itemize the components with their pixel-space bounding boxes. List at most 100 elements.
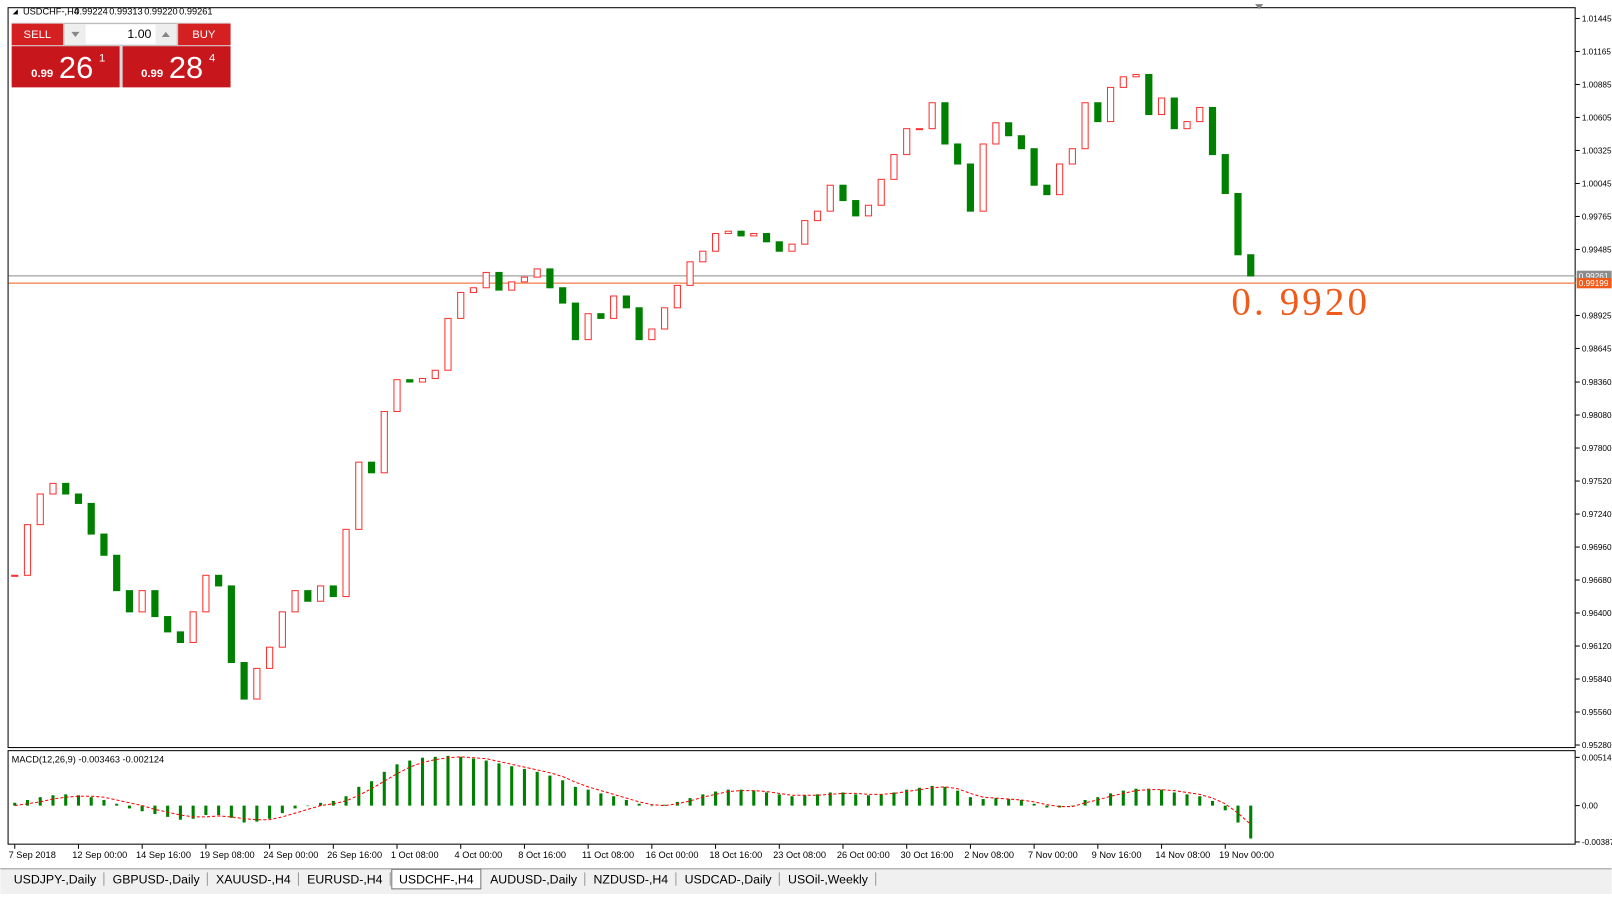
candle [546, 268, 554, 289]
candle [100, 533, 108, 556]
candle [151, 590, 159, 618]
annotation: 0. 9920 [1231, 280, 1370, 323]
macd-bar [994, 798, 998, 806]
x-tick-label: 4 Oct 00:00 [455, 850, 503, 860]
candle [1068, 148, 1076, 165]
macd-bar [1121, 790, 1125, 806]
tab[interactable] [105, 870, 207, 888]
macd-bar [1045, 805, 1049, 808]
candle [329, 585, 337, 598]
candle [113, 554, 121, 592]
candle [291, 590, 299, 613]
candle [304, 590, 312, 602]
x-tick-label: 7 Nov 00:00 [1028, 850, 1078, 860]
macd-bar [64, 794, 68, 806]
candle [215, 574, 223, 587]
lot-input[interactable] [63, 23, 178, 46]
tab-label[interactable]: USDJPY-,Daily [14, 873, 97, 887]
candle [495, 271, 503, 291]
macd-bar [153, 805, 157, 815]
candle [227, 585, 235, 664]
candle [622, 295, 630, 309]
x-tick-label: 8 Oct 16:00 [518, 850, 566, 860]
tab-label[interactable]: USDCAD-,Daily [685, 873, 773, 887]
candle [1221, 154, 1229, 194]
candle [1234, 192, 1242, 256]
tab-label[interactable]: NZDUSD-,H4 [594, 873, 669, 887]
tab[interactable] [299, 870, 390, 888]
candle [482, 271, 490, 289]
tab[interactable] [586, 870, 676, 888]
macd-bar [51, 795, 55, 806]
candle [750, 233, 758, 237]
price-pane-frame [7, 7, 1576, 749]
macd-bar [1147, 788, 1151, 806]
tab[interactable] [6, 870, 104, 888]
macd-title: MACD(12,26,9) -0.003463 -0.002124 [12, 754, 164, 764]
candle [928, 102, 936, 130]
buy-label[interactable]: BUY [192, 29, 216, 41]
candle [176, 631, 185, 644]
macd-bar [1160, 789, 1164, 806]
candle [1081, 102, 1089, 150]
tab[interactable] [208, 870, 298, 888]
candle [903, 128, 911, 156]
y-tick-label: 0.96400 [1582, 609, 1612, 618]
candle [164, 616, 172, 633]
candle [87, 502, 95, 535]
candle [508, 281, 516, 291]
tab[interactable] [780, 870, 876, 888]
candle [877, 178, 885, 206]
tab[interactable] [391, 868, 482, 890]
symbol: USDCHF-,H4 [23, 6, 79, 16]
macd-bar [1109, 793, 1113, 806]
x-tick-label: 24 Sep 00:00 [263, 850, 318, 860]
buy-price-box[interactable] [122, 46, 231, 88]
macd-bar [268, 805, 272, 819]
macd-bar [382, 771, 386, 806]
macd-bar [956, 790, 960, 806]
macd-bar [408, 760, 412, 806]
macd-bar [879, 794, 883, 806]
tab-label[interactable]: AUDUSD-,Daily [490, 873, 578, 887]
sell-price-box[interactable] [11, 46, 120, 88]
x-tick-label: 19 Sep 08:00 [200, 850, 255, 860]
buy-button[interactable] [178, 23, 231, 46]
macd-bar [701, 794, 705, 806]
candle [686, 261, 694, 286]
candle [74, 493, 83, 504]
y-tick-label: 1.00605 [1582, 114, 1612, 123]
candle [1170, 97, 1178, 130]
y-tick-label: 0.97520 [1582, 477, 1612, 486]
candle [418, 377, 427, 383]
candle [597, 313, 605, 319]
sell-price-big: 0.99 [31, 68, 53, 80]
tab-label[interactable]: GBPUSD-,Daily [113, 873, 201, 887]
tab-label[interactable]: EURUSD-,H4 [307, 873, 382, 887]
y-tick-label: 0.98360 [1582, 378, 1612, 387]
tab[interactable] [482, 870, 585, 888]
tab-label[interactable]: USDCHF-,H4 [399, 873, 474, 887]
price-label: 0.99199 [1579, 279, 1609, 288]
trade-panel: SELL 1.00 BUY 0.99 26 1 0.99 28 4 [11, 22, 231, 88]
macd-bar [1185, 794, 1189, 806]
tab-label[interactable]: XAUUSD-,H4 [216, 873, 291, 887]
candle [1005, 122, 1013, 137]
up-arrow [161, 31, 170, 37]
sell-button[interactable] [11, 23, 64, 46]
sell-label[interactable]: SELL [24, 29, 52, 41]
candle [202, 574, 210, 613]
lot-value[interactable]: 1.00 [127, 27, 151, 41]
candle [431, 369, 439, 380]
y-tick-label: 0.95560 [1582, 708, 1612, 717]
tab[interactable] [677, 870, 779, 888]
macd-bar [599, 793, 603, 806]
tab-label[interactable]: USOil-,Weekly [788, 873, 869, 887]
macd-bar [420, 757, 425, 806]
candle [673, 284, 681, 309]
candle [278, 611, 286, 648]
x-tick-label: 14 Nov 08:00 [1155, 850, 1210, 860]
candle [36, 493, 44, 526]
y-tick-label: 0.98080 [1582, 411, 1612, 420]
